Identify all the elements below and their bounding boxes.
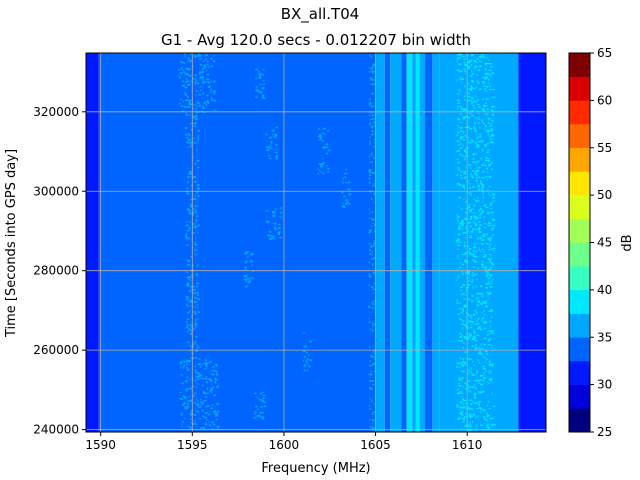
y-tick-label: 240000 [33,423,79,437]
colorbar-tick-label: 65 [597,46,612,60]
heatmap-speckle-region [341,168,352,208]
heatmap-speckle-region [243,251,255,288]
y-axis: 240000 260000 280000 300000 320000 [33,105,86,437]
colorbar-tick-label: 60 [597,93,612,107]
y-tick-label: 280000 [33,264,79,278]
colorbar-tick-label: 35 [597,330,612,344]
colorbar-label: dB [620,234,635,251]
colorbar-frame [568,52,591,433]
colorbar-segment [569,100,590,125]
heatmap-speckle-region [302,332,312,372]
heatmap-band [390,53,402,432]
colorbar-segment [569,408,590,433]
heatmap-speckle-region [368,54,379,431]
colorbar-segment [569,147,590,172]
colorbar-tick-label: 30 [597,378,612,392]
heatmap-band [401,53,407,432]
heatmap-speckle-region [265,126,279,160]
colorbar-segment [569,266,590,291]
chart-title: BX_all.T04 [281,5,360,24]
colorbar: 25 30 35 40 45 50 55 60 65 [569,46,612,439]
colorbar-segment [569,360,590,385]
y-tick-label: 320000 [33,105,79,119]
heatmap-band [412,53,416,432]
colorbar-segment [569,171,590,196]
heatmap-band [86,53,99,432]
heatmap-band [439,53,519,432]
heatmap-band [425,53,433,432]
colorbar-tick-label: 25 [597,425,612,439]
heatmap-band [518,53,546,432]
heatmap-band [375,53,385,432]
colorbar-segment [569,242,590,267]
heatmap-band [406,53,413,432]
heatmap-speckle-region [317,128,331,175]
heatmap-speckle-region [253,391,267,421]
x-tick-label: 1590 [85,438,116,452]
colorbar-tick-label: 40 [597,283,612,297]
x-axis-label: Frequency (MHz) [261,461,370,476]
colorbar-segment [569,124,590,149]
y-axis-label: Time [Seconds into GPS day] [4,149,19,338]
colorbar-tick-label: 50 [597,188,612,202]
x-tick-label: 1605 [360,438,391,452]
colorbar-segment [569,313,590,338]
colorbar-tick-label: 55 [597,141,612,155]
x-axis: 1590 1595 1600 1605 1610 [85,432,482,452]
plot-frame [85,52,547,433]
colorbar-segment [569,76,590,101]
x-tick-label: 1595 [177,438,208,452]
heatmap-speckle-region [265,207,283,240]
chart-subtitle: G1 - Avg 120.0 secs - 0.012207 bin width [161,31,471,49]
heatmap-band [415,53,420,432]
heatmap-speckle-region [456,53,496,432]
heatmap-band [98,53,376,432]
heatmap-band [432,53,440,432]
colorbar-segment [569,53,590,77]
heatmap-speckle-region [179,358,220,431]
heatmap-band [419,53,426,432]
heatmap-plot-area [86,53,546,432]
heatmap-band [384,53,391,432]
colorbar-tick-label: 45 [597,236,612,250]
y-tick-label: 300000 [33,184,79,198]
colorbar-segment [569,337,590,362]
colorbar-segment [569,289,590,314]
colorbar-segment [569,384,590,409]
colorbar-segment [569,195,590,220]
grid [86,53,546,432]
x-tick-label: 1600 [269,438,300,452]
colorbar-segment [569,218,590,243]
y-tick-label: 260000 [33,343,79,357]
heatmap-speckle-region [255,68,266,99]
x-tick-label: 1610 [452,438,483,452]
heatmap-speckle-region [177,53,217,113]
